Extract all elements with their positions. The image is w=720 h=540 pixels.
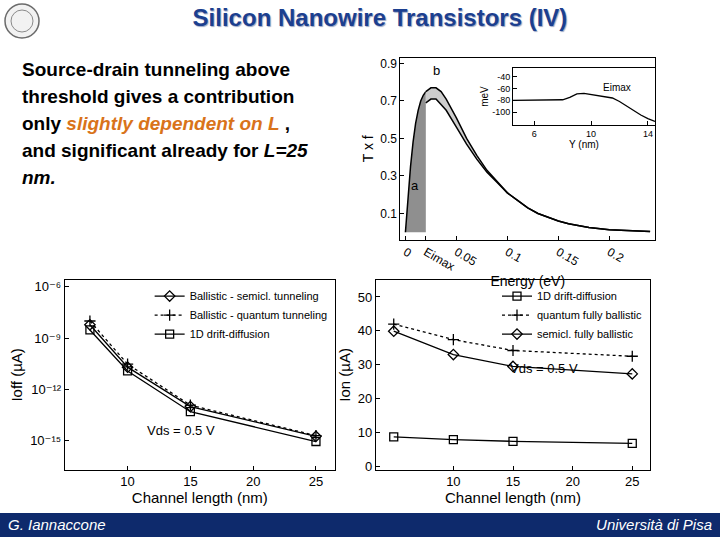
svg-text:0.1: 0.1 bbox=[503, 245, 525, 266]
svg-text:-40: -40 bbox=[497, 72, 510, 82]
svg-text:-100: -100 bbox=[492, 107, 510, 117]
html-text:Università di Pisa: Università di Pisa bbox=[596, 516, 712, 533]
svg-text:10: 10 bbox=[586, 129, 596, 139]
svg-text:Y (nm): Y (nm) bbox=[569, 139, 599, 150]
svg-text:-60: -60 bbox=[497, 84, 510, 94]
svg-text:10: 10 bbox=[446, 474, 460, 489]
svg-text:0.15: 0.15 bbox=[554, 245, 582, 269]
svg-text:Eimax: Eimax bbox=[421, 245, 457, 274]
svg-text:T x f: T x f bbox=[360, 135, 376, 162]
svg-text:Vds = 0.5 V: Vds = 0.5 V bbox=[147, 423, 215, 438]
svg-text:-80: -80 bbox=[497, 95, 510, 105]
svg-text:Ion (µA): Ion (µA) bbox=[336, 348, 353, 402]
svg-text:10⁻¹⁵: 10⁻¹⁵ bbox=[30, 433, 61, 448]
svg-text:0.3: 0.3 bbox=[380, 169, 397, 183]
svg-text:a: a bbox=[411, 178, 419, 193]
svg-text:14: 14 bbox=[643, 129, 653, 139]
svg-text:0.05: 0.05 bbox=[452, 245, 480, 269]
svg-text:10: 10 bbox=[358, 425, 372, 440]
svg-text:0: 0 bbox=[365, 459, 372, 474]
svg-text:40: 40 bbox=[358, 323, 372, 338]
svg-text:Eimax: Eimax bbox=[603, 82, 631, 93]
html-text:G. Iannaccone: G. Iannaccone bbox=[8, 516, 106, 533]
svg-text:0.5: 0.5 bbox=[380, 132, 397, 146]
svg-text:15: 15 bbox=[506, 474, 520, 489]
svg-text:b: b bbox=[433, 63, 440, 78]
svg-text:10⁻⁹: 10⁻⁹ bbox=[34, 331, 61, 346]
svg-text:10⁻¹²: 10⁻¹² bbox=[31, 382, 62, 397]
svg-text:0: 0 bbox=[401, 245, 414, 261]
svg-text:15: 15 bbox=[183, 474, 197, 489]
svg-text:Channel length (nm): Channel length (nm) bbox=[445, 489, 581, 506]
svg-text:10: 10 bbox=[120, 474, 134, 489]
svg-text:semicl. fully ballistic: semicl. fully ballistic bbox=[537, 328, 633, 340]
svg-text:1D drift-diffusion: 1D drift-diffusion bbox=[190, 328, 270, 340]
html-text:Silicon Nanowire Transistors (: Silicon Nanowire Transistors (IV) bbox=[192, 4, 568, 31]
svg-text:Channel length (nm): Channel length (nm) bbox=[132, 489, 268, 506]
svg-text:0.2: 0.2 bbox=[605, 245, 627, 266]
html-text:Source-drain tunneling above t: Source-drain tunneling above threshold g… bbox=[22, 59, 308, 188]
svg-text:50: 50 bbox=[358, 289, 372, 304]
svg-text:30: 30 bbox=[358, 357, 372, 372]
svg-text:0.7: 0.7 bbox=[380, 94, 397, 108]
svg-text:1D drift-diffusion: 1D drift-diffusion bbox=[537, 290, 617, 302]
svg-text:20: 20 bbox=[358, 391, 372, 406]
svg-text:Ioff (µA): Ioff (µA) bbox=[8, 348, 25, 401]
svg-text:6: 6 bbox=[532, 129, 537, 139]
svg-text:20: 20 bbox=[565, 474, 579, 489]
svg-text:Ballistic - quantum tunneling: Ballistic - quantum tunneling bbox=[190, 309, 328, 321]
svg-text:meV: meV bbox=[479, 86, 490, 107]
svg-text:quantum fully ballistic: quantum fully ballistic bbox=[537, 309, 642, 321]
svg-text:Vds = 0.5 V: Vds = 0.5 V bbox=[510, 361, 578, 376]
svg-text:25: 25 bbox=[309, 474, 323, 489]
svg-text:0.9: 0.9 bbox=[380, 57, 397, 71]
svg-text:10⁻⁶: 10⁻⁶ bbox=[35, 279, 62, 294]
svg-text:20: 20 bbox=[246, 474, 260, 489]
svg-text:25: 25 bbox=[625, 474, 639, 489]
svg-text:Ballistic - semicl. tunneling: Ballistic - semicl. tunneling bbox=[190, 290, 319, 302]
svg-text:0.1: 0.1 bbox=[380, 207, 397, 221]
svg-text:Energy (eV): Energy (eV) bbox=[490, 273, 565, 289]
